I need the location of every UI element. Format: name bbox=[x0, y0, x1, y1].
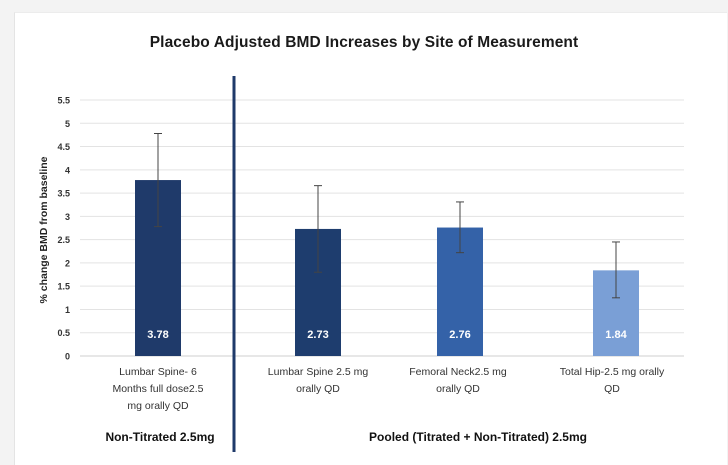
bar-value-label: 1.84 bbox=[605, 329, 627, 341]
y-tick-label: 3.5 bbox=[57, 189, 70, 199]
x-category-label-line: Lumbar Spine- 6 bbox=[119, 366, 197, 378]
x-category-label-line: Total Hip-2.5 mg orally bbox=[559, 366, 665, 378]
y-tick-label: 3 bbox=[65, 212, 70, 222]
x-category-label-line: orally QD bbox=[296, 383, 340, 395]
x-category-label: Total Hip-2.5 mg orally QD bbox=[542, 364, 682, 398]
x-category-label-line: Femoral Neck2.5 mg bbox=[409, 366, 507, 378]
x-category-label: Lumbar Spine 2.5 mg orally QD bbox=[248, 364, 388, 398]
x-category-label-line: mg orally QD bbox=[127, 400, 189, 412]
group-label-non-titrated: Non-Titrated 2.5mg bbox=[105, 430, 215, 444]
x-category-label-line: Months full dose2.5 bbox=[112, 383, 204, 395]
y-tick-label: 2.5 bbox=[57, 235, 70, 245]
x-category-label: Lumbar Spine- 6 Months full dose2.5 mg ora… bbox=[88, 364, 228, 415]
y-tick-label: 5.5 bbox=[57, 96, 70, 106]
y-tick-label: 0 bbox=[65, 352, 70, 362]
x-category-label-line: orally QD bbox=[436, 383, 480, 395]
y-tick-label: 2 bbox=[65, 258, 70, 268]
y-tick-label: 0.5 bbox=[57, 328, 70, 338]
chart-card bbox=[14, 12, 727, 465]
x-category-label-line: Lumbar Spine 2.5 mg bbox=[267, 366, 369, 378]
bar-value-label: 2.73 bbox=[307, 329, 328, 341]
y-tick-label: 4.5 bbox=[57, 142, 70, 152]
y-tick-label: 4 bbox=[65, 165, 70, 175]
y-tick-label: 1 bbox=[65, 305, 70, 315]
y-tick-label: 1.5 bbox=[57, 282, 70, 292]
y-tick-label: 5 bbox=[65, 119, 70, 129]
bar-value-label: 3.78 bbox=[147, 329, 168, 341]
chart-title: Placebo Adjusted BMD Increases by Site o… bbox=[149, 34, 579, 51]
x-category-label: Femoral Neck2.5 mg orally QD bbox=[388, 364, 528, 398]
group-label-pooled: Pooled (Titrated + Non-Titrated) 2.5mg bbox=[369, 430, 587, 444]
bar-value-label: 2.76 bbox=[449, 329, 470, 341]
x-category-label-line: QD bbox=[604, 383, 620, 395]
